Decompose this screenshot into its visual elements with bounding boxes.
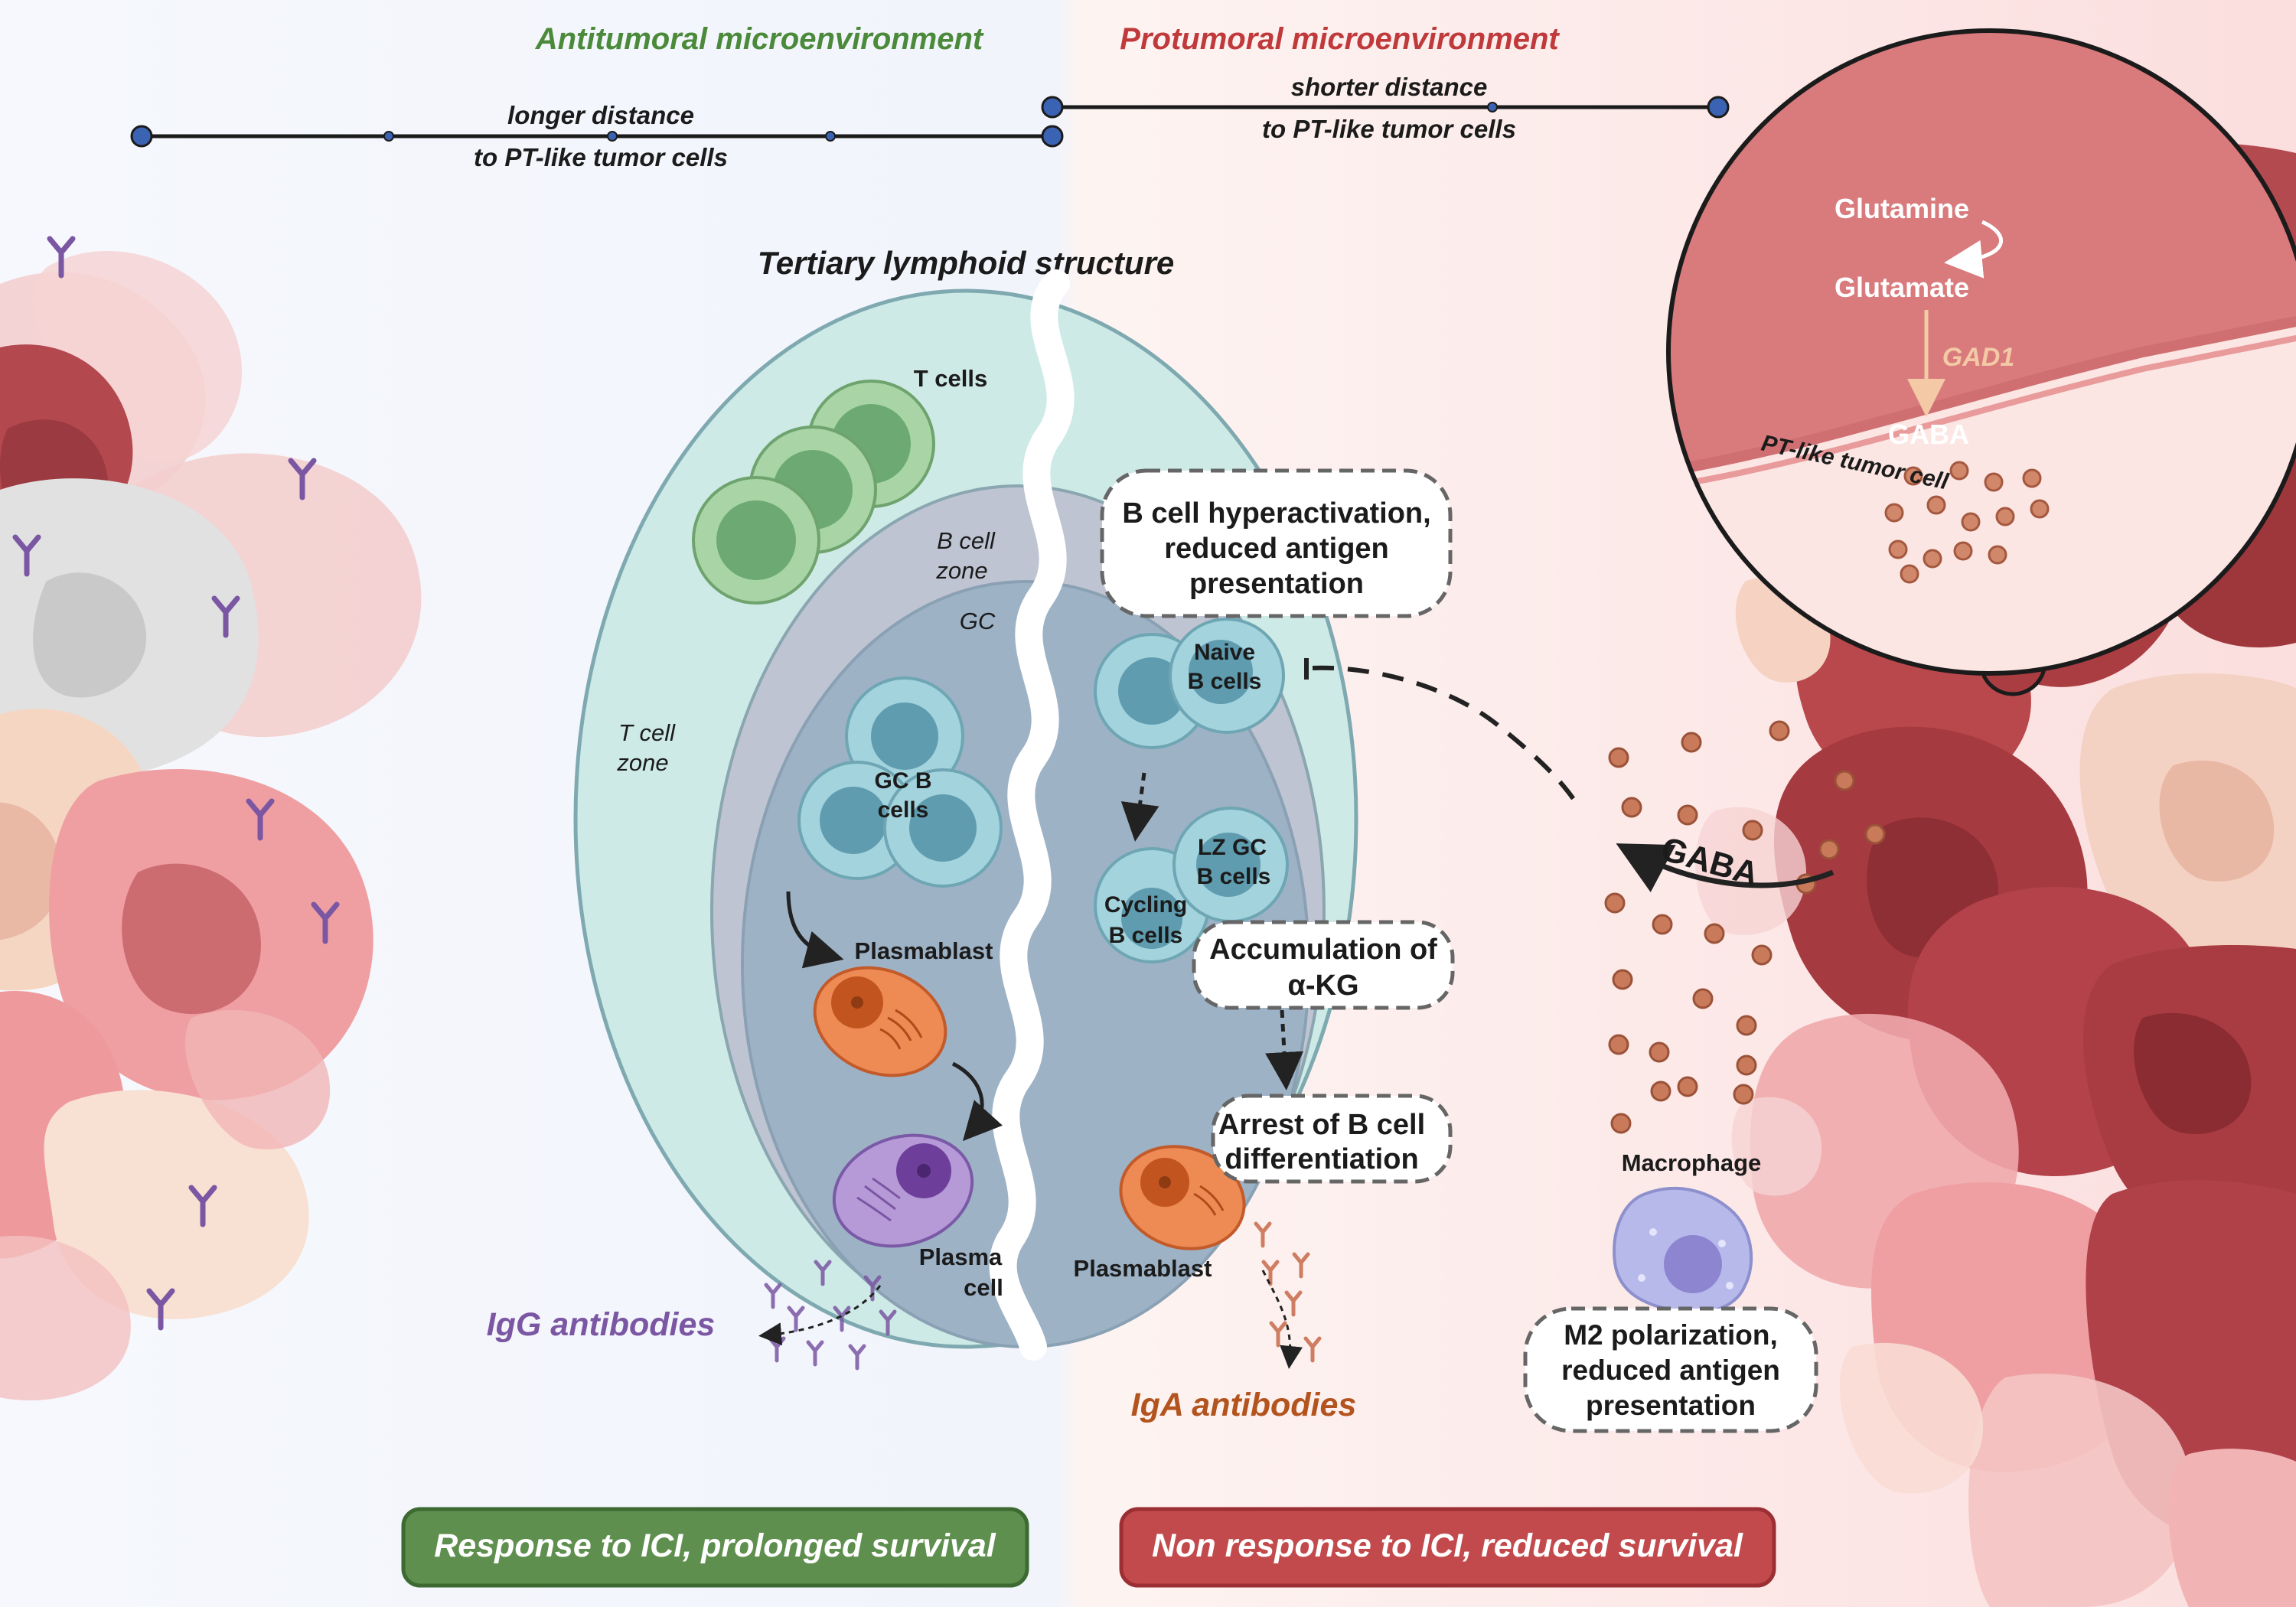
callout-m2: M2 polarization, reduced antigen present… (1523, 1306, 1818, 1433)
longer-distance-label: to PT-like tumor cells (474, 143, 728, 171)
naive-b-cells-label: Naive (1194, 640, 1255, 665)
tls-title: Tertiary lymphoid structure (758, 245, 1175, 281)
cycling-b-cells-label: Cycling (1104, 892, 1187, 918)
b-cell-zone-label: zone (935, 557, 987, 584)
t-cell-zone-label: zone (616, 749, 668, 776)
m2-text: M2 polarization, (1564, 1319, 1778, 1351)
akg-to-arrest-arrow (1265, 1009, 1304, 1090)
wavy-divider (989, 269, 1075, 1361)
left-tumor-cluster (0, 236, 422, 1400)
naive-b-cell-group: Naive B cells (1094, 618, 1285, 749)
response-outcome-text: Response to ICI, prolonged survival (434, 1527, 996, 1564)
igg-antibody-spray (764, 1260, 897, 1371)
igg-secretion-arrow (758, 1285, 882, 1346)
lz-gc-b-cells-label: B cells (1197, 864, 1271, 889)
shorter-distance-endpoint (1707, 96, 1730, 119)
plasmablast-right (1119, 1145, 1246, 1250)
distance-tick (1487, 102, 1498, 112)
gaba-inset-label: GABA (1888, 419, 1969, 450)
longer-distance-label: longer distance (507, 101, 694, 129)
gc-b-cells-label: GC B (875, 768, 932, 794)
header: Antitumoral microenvironment Protumoral … (130, 22, 1730, 171)
shorter-distance-label: to PT-like tumor cells (1262, 115, 1516, 143)
macrophage-label: Macrophage (1622, 1149, 1762, 1176)
non-response-outcome-text: Non response to ICI, reduced survival (1152, 1527, 1743, 1564)
differentiation-arrow (951, 1061, 1003, 1142)
longer-distance-endpoint (130, 125, 153, 148)
iga-antibodies-label: IgA antibodies (1131, 1387, 1357, 1423)
shorter-distance-endpoint (1041, 96, 1064, 119)
glutamine-label: Glutamine (1835, 193, 1969, 224)
callout-hyperactivation: B cell hyperactivation, reduced antigen … (1100, 468, 1453, 618)
inset-frame (1666, 28, 2296, 676)
gc-b-cell-group: GC B cells (797, 676, 1003, 888)
plasma-cell-label: cell (964, 1274, 1003, 1301)
iga-antibody-spray (1254, 1221, 1322, 1363)
gaba-inhibition-line (1304, 658, 1579, 805)
igg-antibodies-label: IgG antibodies (487, 1306, 716, 1343)
plasma-cell (832, 1133, 974, 1248)
non-response-outcome-box: Non response to ICI, reduced survival (1119, 1507, 1776, 1588)
m2-text: reduced antigen (1561, 1354, 1780, 1386)
cycling-and-lz-gc-b-cells: LZ GC B cells Cycling B cells (1094, 807, 1289, 963)
gad1-label: GAD1 (1942, 343, 2014, 372)
differentiation-arrow (786, 891, 844, 969)
hyperactivation-text: presentation (1189, 568, 1364, 600)
m2-text: presentation (1586, 1390, 1756, 1421)
plasmablast-left (813, 966, 947, 1077)
distance-tick (383, 131, 394, 142)
t-cell-zone-label: T cell (618, 719, 676, 746)
plasmablast-label-left: Plasmablast (855, 937, 993, 964)
b-cell-zone-label: B cell (937, 527, 996, 554)
akg-text: Accumulation of (1209, 934, 1437, 966)
arrest-text: differentiation (1225, 1143, 1418, 1175)
plasmablast-label-right: Plasmablast (1074, 1255, 1212, 1282)
arrest-text: Arrest of B cell (1218, 1109, 1425, 1141)
t-cells-label: T cells (914, 365, 988, 392)
akg-text: α-KG (1287, 970, 1358, 1002)
t-cell-group (692, 380, 935, 605)
glutamine-to-glutamate-arrow (1944, 220, 2003, 279)
iga-secretion-arrow (1261, 1270, 1303, 1369)
callout-akg: Accumulation of α-KG (1192, 920, 1455, 1010)
glutamate-label: Glutamate (1835, 272, 1969, 303)
gc-label: GC (960, 608, 996, 634)
protumoral-title: Protumoral microenvironment (1120, 22, 1560, 56)
shorter-distance-label: shorter distance (1291, 73, 1488, 101)
magnified-inset: Glutamine Glutamate GAD1 GABA PT-like tu… (1666, 28, 2296, 696)
macrophage-cell (1613, 1186, 1753, 1315)
lz-gc-b-cells-label: LZ GC (1198, 835, 1267, 860)
gc-b-cells-label: cells (878, 797, 929, 823)
callout-arrest: Arrest of B cell differentiation (1211, 1094, 1453, 1184)
longer-distance-endpoint (1041, 125, 1064, 148)
gaba-molecules (1604, 720, 1886, 1134)
plasma-cell-label: Plasma (919, 1244, 1003, 1270)
distance-tick (825, 131, 836, 142)
response-outcome-box: Response to ICI, prolonged survival (401, 1507, 1029, 1588)
hyperactivation-text: B cell hyperactivation, (1122, 497, 1430, 530)
antitumoral-title: Antitumoral microenvironment (535, 22, 984, 56)
distance-tick (607, 131, 618, 142)
cycling-b-cells-label: B cells (1109, 923, 1183, 948)
naive-to-cycling-arrow (1120, 772, 1159, 842)
hyperactivation-text: reduced antigen (1164, 533, 1389, 565)
naive-b-cells-label: B cells (1188, 669, 1262, 694)
